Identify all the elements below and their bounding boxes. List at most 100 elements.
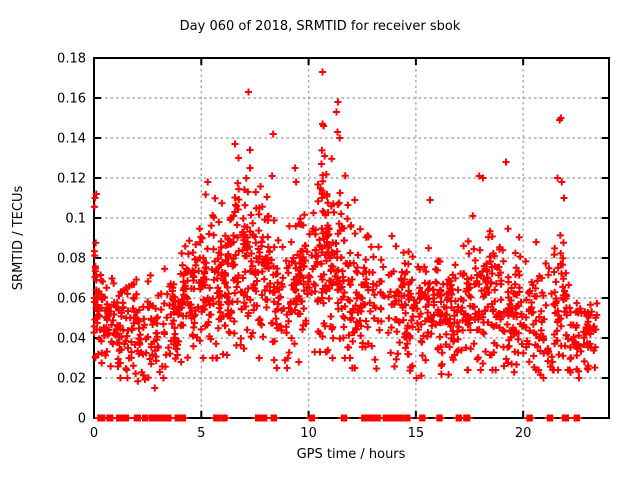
data-point — [369, 268, 377, 276]
data-point — [211, 194, 219, 202]
data-point — [233, 298, 241, 306]
data-point — [90, 203, 98, 211]
data-point — [230, 329, 238, 337]
data-point — [169, 284, 177, 292]
data-point — [237, 288, 245, 296]
data-point — [123, 290, 131, 298]
data-point — [409, 253, 417, 261]
data-point — [282, 323, 290, 331]
data-point — [283, 329, 291, 337]
data-point — [272, 270, 280, 278]
data-point — [444, 276, 452, 284]
data-point — [290, 298, 298, 306]
data-point — [584, 365, 592, 373]
data-point — [118, 346, 126, 354]
data-point — [532, 284, 540, 292]
data-point — [414, 326, 422, 334]
data-point — [144, 277, 152, 285]
data-point — [192, 241, 200, 249]
data-point — [299, 274, 307, 282]
data-point — [302, 317, 310, 325]
data-point — [239, 215, 247, 223]
data-point — [274, 279, 282, 287]
data-point — [251, 233, 259, 241]
data-point — [122, 364, 130, 372]
data-point — [370, 291, 378, 299]
data-point — [156, 368, 164, 376]
data-point — [424, 329, 432, 337]
data-point — [471, 303, 479, 311]
data-point — [280, 305, 288, 313]
data-point — [190, 285, 198, 293]
data-point — [135, 306, 143, 314]
data-point — [515, 302, 523, 310]
data-point — [203, 321, 211, 329]
data-point — [385, 314, 393, 322]
data-point — [266, 247, 274, 255]
data-point — [447, 297, 455, 305]
data-point — [197, 325, 205, 333]
data-point — [449, 271, 457, 279]
data-point — [571, 340, 579, 348]
data-point — [476, 246, 484, 254]
data-point — [209, 211, 217, 219]
data-point — [310, 280, 318, 288]
data-point — [471, 264, 479, 272]
data-point — [135, 324, 143, 332]
data-point — [447, 288, 455, 296]
data-point — [344, 343, 352, 351]
data-point — [567, 354, 575, 362]
data-point — [488, 270, 496, 278]
data-point — [437, 298, 445, 306]
data-point — [438, 360, 446, 368]
data-point — [184, 250, 192, 258]
data-point — [347, 223, 355, 231]
data-point — [486, 227, 494, 235]
x-tick-label: 10 — [300, 426, 317, 441]
data-point — [181, 242, 189, 250]
data-point-outlier — [245, 88, 252, 96]
data-point — [550, 330, 558, 338]
data-point — [108, 321, 116, 329]
data-point — [311, 246, 319, 254]
data-point — [447, 303, 455, 311]
data-point — [533, 292, 541, 300]
data-point — [290, 285, 298, 293]
data-point — [224, 235, 232, 243]
data-point — [215, 304, 223, 312]
data-point — [166, 301, 174, 309]
data-point — [97, 337, 105, 345]
data-point — [196, 285, 204, 293]
data-point — [393, 328, 401, 336]
data-point — [340, 289, 348, 297]
data-point — [586, 330, 594, 338]
data-point — [113, 323, 121, 331]
data-point — [228, 259, 236, 267]
data-point — [353, 269, 361, 277]
data-point — [198, 234, 206, 242]
data-point — [112, 302, 120, 310]
data-point — [527, 299, 535, 307]
data-point — [215, 249, 223, 257]
data-point — [206, 284, 214, 292]
data-point — [242, 174, 250, 182]
data-point — [258, 268, 266, 276]
data-point — [567, 368, 574, 376]
data-point-outlier — [292, 178, 300, 186]
data-point — [92, 239, 100, 247]
data-point — [179, 312, 187, 320]
data-point — [409, 323, 417, 331]
data-point — [552, 278, 560, 286]
data-point — [555, 351, 563, 359]
data-point — [253, 277, 261, 285]
data-point — [225, 290, 233, 298]
data-point — [442, 330, 450, 338]
data-point — [491, 286, 499, 294]
data-point — [377, 256, 385, 264]
data-point — [103, 314, 111, 322]
gridlines — [94, 58, 609, 418]
data-point — [249, 262, 257, 270]
data-point — [266, 280, 274, 288]
data-point — [441, 311, 449, 319]
